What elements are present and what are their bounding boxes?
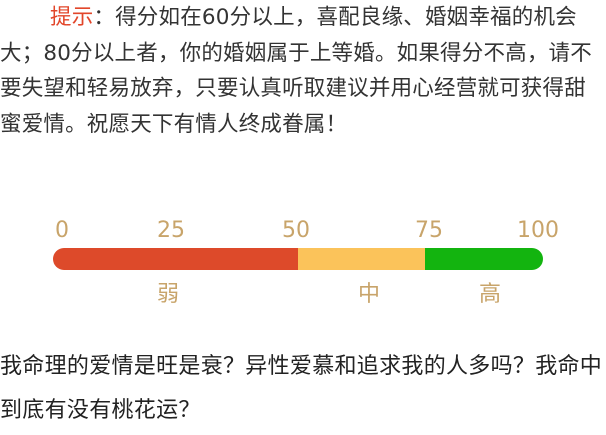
level-label-high: 高 (478, 282, 502, 307)
scale-tick-100: 100 (517, 218, 559, 243)
scale-tick-0: 0 (55, 218, 69, 243)
segment-high (425, 248, 543, 270)
level-label-weak: 弱 (156, 282, 180, 307)
segment-medium (298, 248, 426, 270)
score-scale: 0 25 50 75 100 弱 中 高 (0, 218, 606, 318)
scale-bar (53, 248, 543, 270)
scale-tick-50: 50 (282, 218, 310, 243)
tip-text: ：得分如在60分以上，喜配良缘、婚姻幸福的机会大；80分以上者，你的婚姻属于上等… (0, 5, 592, 137)
scale-tick-25: 25 (157, 218, 185, 243)
tip-paragraph: 提示：得分如在60分以上，喜配良缘、婚姻幸福的机会大；80分以上者，你的婚姻属于… (0, 0, 606, 142)
scale-tick-75: 75 (415, 218, 443, 243)
tip-label: 提示 (50, 5, 94, 30)
question-text: 我命理的爱情是旺是衰？异性爱慕和追求我的人多吗？我命中到底有没有桃花运？ (0, 354, 603, 423)
level-label-medium: 中 (357, 282, 381, 307)
segment-weak (53, 248, 298, 270)
